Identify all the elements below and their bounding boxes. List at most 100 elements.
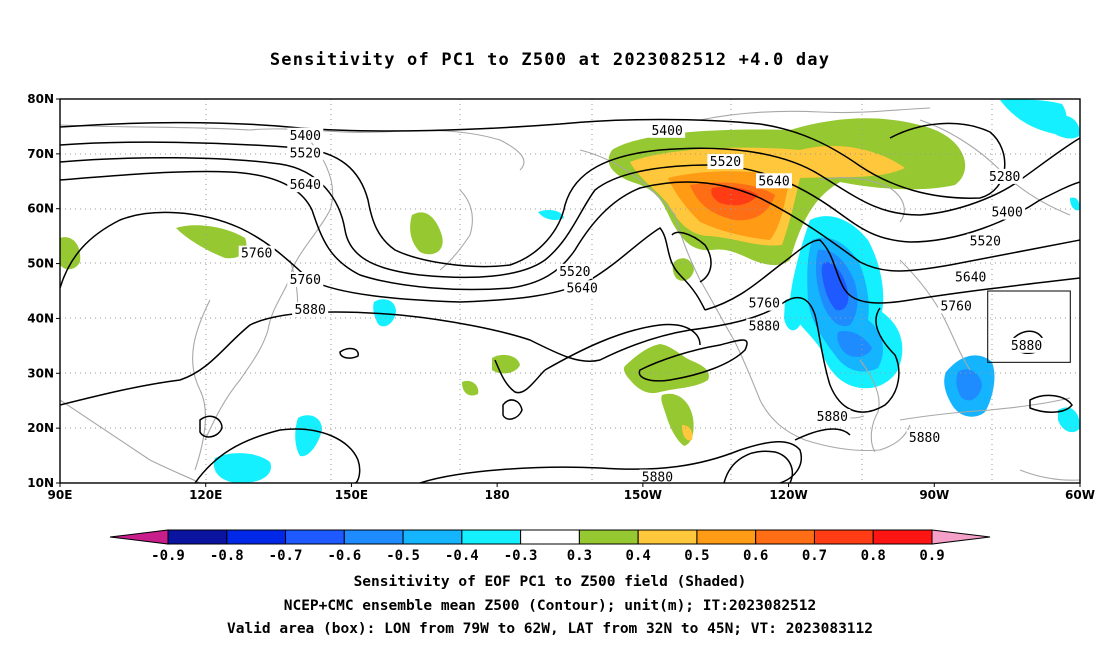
- contour-label: 5520: [559, 265, 590, 280]
- colorbar-label: -0.8: [210, 548, 244, 564]
- colorbar-label: 0.4: [626, 548, 651, 564]
- colorbar-low-arrow: [109, 529, 169, 545]
- lon-tick-label: 120W: [769, 488, 807, 502]
- contour-label: 5760: [749, 297, 780, 312]
- colorbar-high-arrow: [931, 529, 991, 545]
- contour-label: 5400: [651, 124, 682, 139]
- contour-label: 5760: [940, 299, 971, 314]
- contour-label-bg: [967, 233, 1004, 249]
- contour-label-bg: [938, 298, 975, 314]
- contour-label-bg: [564, 280, 601, 296]
- lon-tick-label: 150W: [624, 488, 662, 502]
- lon-tick-label: 120E: [189, 488, 222, 502]
- colorbar-label: -0.9: [151, 548, 185, 564]
- contour-label: 5880: [817, 410, 848, 425]
- contour-label: 5640: [290, 178, 321, 193]
- contour-label-bg: [952, 269, 989, 285]
- contour-label-bg: [649, 122, 686, 138]
- contour-label: 5640: [566, 281, 597, 296]
- contour-label-bg: [986, 168, 1023, 184]
- colorbar-swatch: [285, 529, 345, 545]
- lon-tick-label: 180: [485, 488, 510, 502]
- colorbar-label: -0.3: [504, 548, 538, 564]
- lat-tick-label: 40N: [27, 311, 54, 325]
- colorbar-label: 0.9: [919, 548, 944, 564]
- contour-label-bg: [287, 177, 324, 193]
- contour-label: 5520: [970, 235, 1001, 250]
- lon-tick-label: 60W: [1065, 488, 1095, 502]
- contour-label-bg: [287, 127, 324, 143]
- contour-label: 5880: [1011, 339, 1042, 354]
- lat-tick-label: 20N: [27, 421, 54, 435]
- colorbar-label: 0.7: [802, 548, 827, 564]
- lat-tick-label: 70N: [27, 147, 54, 161]
- lat-tick-label: 80N: [27, 92, 54, 106]
- colorbar-swatch: [520, 529, 580, 545]
- colorbar-label: -0.7: [269, 548, 303, 564]
- contour-label: 5280: [989, 170, 1020, 185]
- colorbar-swatch: [696, 529, 757, 545]
- colorbar-swatch: [637, 529, 698, 545]
- colorbar-swatch: [343, 529, 404, 545]
- contour-label: 5880: [642, 471, 673, 486]
- colorbar-label: -0.6: [327, 548, 361, 564]
- colorbar-swatch: [578, 529, 639, 545]
- contour-label: 5760: [241, 247, 272, 262]
- contour-label-bg: [814, 409, 851, 425]
- colorbar-label: 0.6: [743, 548, 768, 564]
- lat-tick-label: 30N: [27, 366, 54, 380]
- contour-label-bg: [756, 173, 792, 189]
- caption-shading: Sensitivity of EOF PC1 to Z500 field (Sh…: [353, 574, 747, 590]
- colorbar-swatch: [402, 529, 463, 545]
- contour-label-bg: [746, 318, 783, 334]
- colorbar: -0.9 -0.8 -0.7 -0.6 -0.5 -0.4 -0.3 0.3 0.4 0.5 0.6…: [109, 529, 991, 564]
- caption-contour: NCEP+CMC ensemble mean Z500 (Contour); u…: [283, 598, 817, 614]
- contour-label-bg: [287, 145, 324, 161]
- colorbar-label: 0.5: [684, 548, 709, 564]
- colorbar-swatch: [226, 529, 287, 545]
- contour-label-bg: [292, 302, 329, 318]
- contour-label-bg: [287, 272, 324, 288]
- colorbar-swatch: [813, 529, 874, 545]
- latitude-axis: 80N 70N 60N 50N 40N 30N 20N 10N: [27, 92, 60, 490]
- lat-tick-label: 10N: [27, 476, 54, 490]
- colorbar-swatch: [167, 529, 228, 545]
- contour-label-bg: [906, 430, 943, 446]
- contour-label-bg: [989, 204, 1026, 220]
- contour-label-bg: [556, 263, 593, 279]
- lon-tick-label: 90W: [919, 488, 949, 502]
- lat-tick-label: 50N: [27, 257, 54, 271]
- contour-label: 5880: [749, 320, 780, 335]
- colorbar-label: 0.8: [861, 548, 886, 564]
- colorbar-swatch: [872, 529, 933, 545]
- contour-label-bg: [238, 245, 275, 261]
- shading-negative: [213, 99, 1080, 483]
- map-frame: [59, 98, 1081, 484]
- colorbar-label: 0.3: [567, 548, 592, 564]
- lon-tick-label: 150E: [335, 488, 368, 502]
- colorbar-label: -0.4: [445, 548, 479, 564]
- contour-label: 5400: [290, 129, 321, 144]
- contour-label: 5520: [710, 155, 741, 170]
- chart-title: Sensitivity of PC1 to Z500 at 2023082512…: [269, 50, 831, 70]
- contour-label-bg: [746, 295, 783, 311]
- colorbar-swatch: [461, 529, 522, 545]
- shading-positive: [60, 118, 966, 446]
- contour-label: 5880: [294, 303, 325, 318]
- gridlines: [60, 99, 1080, 483]
- contour-label: 5880: [909, 431, 940, 446]
- contour-label-bg: [707, 154, 744, 170]
- contour-label: 5640: [955, 270, 986, 285]
- contour-label: 5640: [758, 174, 789, 189]
- contour-label-bg: [639, 469, 676, 483]
- colorbar-swatch: [755, 529, 815, 545]
- colorbar-label: -0.5: [386, 548, 420, 564]
- contour-label: 5520: [290, 146, 321, 161]
- contour-label: 5400: [991, 206, 1022, 221]
- lat-tick-label: 60N: [27, 202, 54, 216]
- longitude-axis: 90E 120E 150E 180 150W 120W 90W 60W: [48, 483, 1095, 502]
- caption-valid-area: Valid area (box): LON from 79W to 62W, L…: [226, 621, 873, 637]
- contour-label-bg: [1008, 337, 1045, 353]
